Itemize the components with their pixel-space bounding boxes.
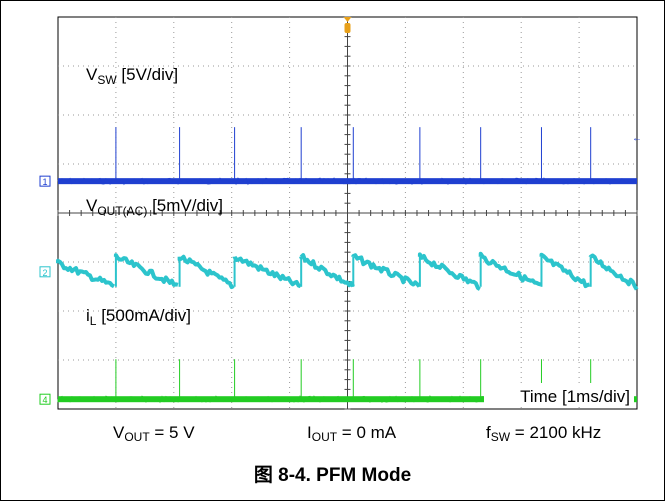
channel-marker-number: 1 [42,177,47,187]
channel-label-main: i [86,306,90,325]
channel-2-marker: 2 [39,266,51,278]
time-base-backdrop [484,383,634,407]
channel-marker-box [39,266,51,278]
iout-condition: IOUT = 0 mA [307,423,397,444]
ripple-segment [588,253,639,291]
vout-condition: VOUT = 5 V [113,423,195,444]
figure-caption: 图 8-4. PFM Mode [253,465,412,486]
channel-label-scale: [500mA/div] [96,306,191,325]
oscilloscope-screen: 124←VSW [5V/div]VOUT(AC) [5mV/div]iL [50… [39,16,642,410]
channel-1-marker: 1 [39,175,51,187]
channel-marker-number: 2 [42,268,47,278]
ripple-segment [299,253,355,288]
ripple-segment [177,254,235,290]
trigger-arrow [343,17,352,22]
channel-label-L: iL [500mA/div] [86,306,191,328]
channel-label-main: V [86,65,98,84]
time-base-text: Time [1ms/div] [520,387,630,406]
channel-label-sub: SW [97,73,117,87]
channel-4-marker: 4 [39,393,51,405]
channel-marker-box [39,393,51,405]
time-base-label: Time [1ms/div] [484,383,634,407]
scope-labels: 124←VSW [5V/div]VOUT(AC) [5mV/div]iL [50… [39,17,642,407]
trace-SW-baseline [58,178,637,185]
trigger-level-icon: ← [632,133,642,144]
channel-marker-number: 4 [42,395,47,405]
ripple-segment [232,254,302,289]
channel-label-scale: [5mV/div] [147,196,223,215]
fsw-condition: fSW = 2100 kHz [486,423,602,444]
trigger-tag [344,23,351,33]
channel-label-SW: VSW [5V/div] [86,65,178,87]
channel-label-sub: L [90,314,97,328]
channel-label-sub: OUT(AC) [97,204,147,218]
trigger-marker [343,17,352,33]
channel-marker-box [39,175,51,187]
channel-label-scale: [5V/div] [117,65,178,84]
ripple-segment [539,252,590,289]
ripple-segment [417,252,481,291]
trace-SW-noise [57,177,637,186]
ripple-segment [113,253,179,287]
channel-label-OUT(AC): VOUT(AC) [5mV/div] [86,196,223,218]
ripple-segment [351,253,421,288]
channel-label-main: V [86,196,98,215]
ripple-segment [478,251,542,287]
ripple-segment [56,258,115,289]
scope-traces [56,127,639,404]
trace-L-baseline [58,396,637,403]
